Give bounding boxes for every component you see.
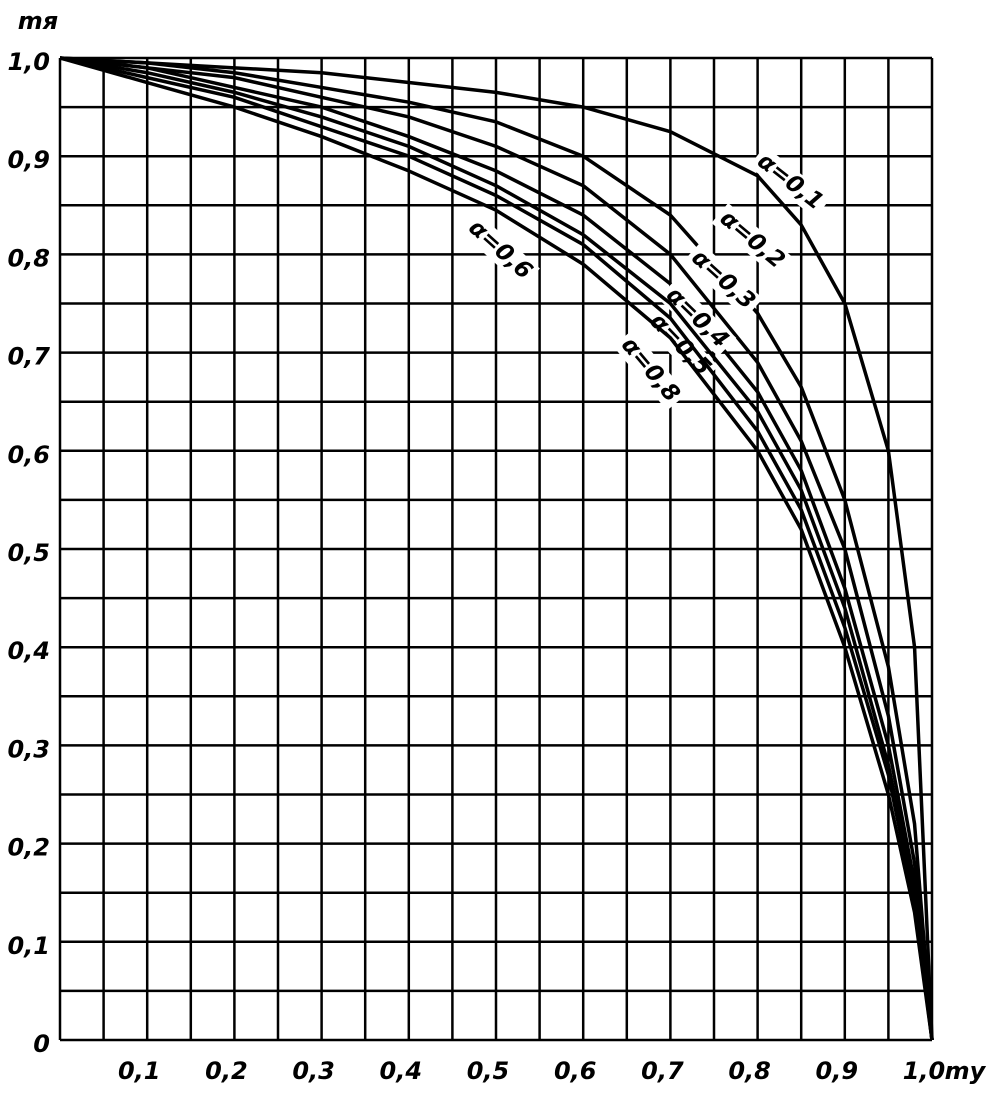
curve bbox=[59, 56, 934, 1041]
y-tick-label: 0,4 bbox=[7, 637, 50, 665]
x-tick-label: 0,2 bbox=[205, 1057, 248, 1085]
x-tick-label: 0,4 bbox=[380, 1057, 423, 1085]
y-tick-label: 0,3 bbox=[7, 735, 50, 763]
label-background bbox=[711, 203, 793, 277]
y-tick-label: 0,1 bbox=[7, 932, 50, 960]
curve bbox=[59, 56, 934, 1041]
y-tick-label: 0,2 bbox=[7, 834, 50, 862]
label-background bbox=[641, 305, 719, 385]
y-tick-label: 0,7 bbox=[7, 343, 50, 371]
curve bbox=[59, 56, 934, 1041]
y-axis-label: mя bbox=[18, 7, 58, 35]
label-background bbox=[748, 145, 832, 219]
x-tick-label: 0,8 bbox=[728, 1057, 771, 1085]
curve bbox=[59, 56, 934, 1041]
x-tick-label: 0,7 bbox=[641, 1057, 684, 1085]
curve bbox=[59, 56, 934, 1041]
curve bbox=[59, 56, 934, 1041]
y-tick-label: 0,9 bbox=[7, 146, 50, 174]
x-tick-label: 0,1 bbox=[118, 1057, 161, 1085]
x-axis-label: my bbox=[945, 1057, 987, 1085]
x-tick-label: 0,3 bbox=[292, 1057, 335, 1085]
y-tick-label: 0,8 bbox=[7, 244, 50, 272]
x-tick-label: 0,6 bbox=[554, 1057, 597, 1085]
label-background bbox=[683, 242, 763, 318]
y-tick-label: 0,6 bbox=[7, 441, 50, 469]
y-tick-label: 0,5 bbox=[7, 539, 50, 567]
label-background bbox=[613, 329, 687, 411]
label-background bbox=[657, 279, 737, 357]
y-tick-label: 0 bbox=[33, 1030, 50, 1058]
x-tick-label: 0,9 bbox=[816, 1057, 859, 1085]
y-tick-label: 1,0 bbox=[7, 48, 50, 76]
x-tick-label: 1,0 bbox=[903, 1057, 946, 1085]
curve bbox=[59, 56, 934, 1041]
label-background bbox=[460, 212, 540, 288]
x-tick-label: 0,5 bbox=[467, 1057, 510, 1085]
